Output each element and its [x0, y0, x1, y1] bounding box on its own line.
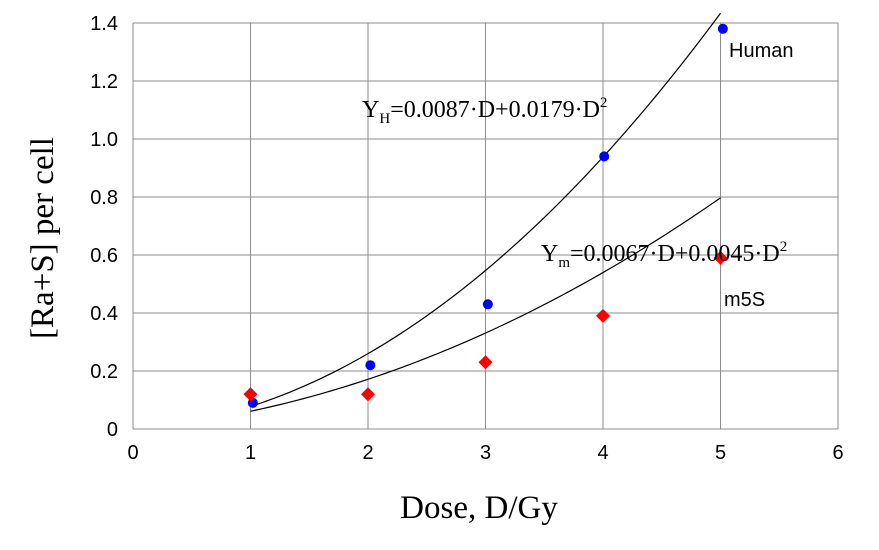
x-axis-title: Dose, D/Gy: [400, 490, 558, 526]
equation-m5s-main: Y: [541, 241, 558, 267]
equation-human-sub: H: [379, 111, 390, 127]
equation-m5s-body: =0.0067·D+0.0045·D: [570, 241, 780, 267]
marker-human: [599, 151, 610, 162]
y-tick-label: 1.2: [90, 71, 118, 93]
x-tick-label: 6: [832, 442, 843, 464]
marker-human: [365, 360, 376, 371]
y-tick-label: 0.2: [90, 361, 118, 383]
marker-m5s: [713, 250, 728, 265]
marker-m5s: [478, 355, 493, 370]
equation-m5s-sub: m: [558, 255, 570, 271]
fit-curves: [250, 12, 721, 412]
grid-lines: [132, 22, 839, 430]
x-tick-label: 5: [715, 442, 726, 464]
fit-curve-m5s: [250, 197, 721, 412]
x-tick-label: 3: [480, 442, 491, 464]
x-tick-labels: 0 1 2 3 4 5 6: [127, 442, 843, 464]
x-tick-label: 1: [245, 442, 256, 464]
data-markers: [243, 23, 728, 408]
equation-human-sup: 2: [600, 95, 608, 111]
marker-human: [482, 299, 493, 310]
equation-human-main: Y: [362, 97, 379, 123]
marker-m5s: [361, 387, 375, 402]
x-tick-label: 0: [127, 442, 138, 464]
series-label-m5s: m5S: [724, 289, 765, 311]
equation-human-body: =0.0087·D+0.0179·D: [390, 97, 600, 123]
y-tick-label: 0.8: [90, 187, 118, 209]
marker-m5s: [596, 308, 610, 323]
x-tick-label: 4: [597, 442, 608, 464]
equation-human: YH=0.0087·D+0.0179·D2: [362, 95, 607, 127]
y-tick-label: 0.6: [90, 245, 118, 267]
x-tick-label: 2: [362, 442, 373, 464]
marker-m5s: [243, 387, 258, 402]
y-tick-label: 1.4: [90, 13, 118, 35]
marker-human: [717, 23, 728, 34]
y-tick-labels: 0 0.2 0.4 0.6 0.8 1.0 1.2 1.4: [90, 13, 118, 441]
y-tick-label: 1.0: [90, 129, 118, 151]
y-tick-label: 0: [107, 419, 118, 441]
series-label-human: Human: [729, 40, 793, 62]
y-axis-title: [Ra+S] per cell: [25, 137, 61, 339]
fit-curve-human: [250, 12, 721, 408]
equation-m5s: Ym=0.0067·D+0.0045·D2: [541, 239, 787, 271]
equation-m5s-sup: 2: [780, 239, 788, 255]
y-tick-label: 0.4: [90, 303, 118, 325]
